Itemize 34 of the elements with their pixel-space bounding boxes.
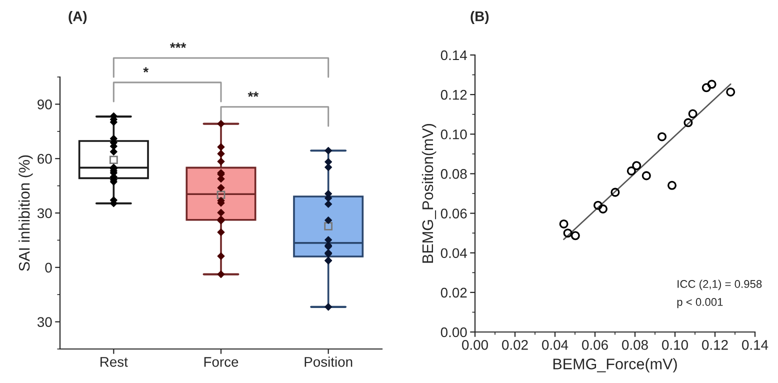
x-tick-label: Force [204, 357, 238, 367]
chart-title: (A) [68, 11, 87, 24]
x-tick-label: 0.08 [622, 340, 648, 350]
x-axis-title: BEMG_Force(mV) [553, 358, 677, 372]
y-tick-label: 0.00 [440, 327, 467, 338]
y-axis-title: BEMG_Position(mV) [422, 124, 436, 263]
y-tick-label: 0.14 [440, 50, 467, 60]
annotation: p < 0.001 [677, 298, 723, 308]
y-tick-label: 60 [38, 154, 52, 164]
annotation: ** [248, 92, 259, 97]
y-tick-label: 30 [37, 208, 52, 218]
y-tick-label: 0.12 [440, 90, 467, 100]
y-tick-label: 0 [45, 262, 52, 273]
x-tick-label: Rest [100, 357, 128, 367]
y-tick-label: 0.04 [440, 248, 467, 258]
y-tick-label: 0.06 [440, 208, 467, 218]
chart-title: (B) [470, 11, 489, 24]
x-tick-label: 0.12 [702, 340, 728, 350]
x-tick-label: Position [304, 356, 352, 367]
text: * [143, 67, 149, 72]
y-tick-label: 0.08 [440, 169, 467, 179]
x-tick-label: 0.14 [742, 340, 768, 350]
x-tick-label: 0.00 [462, 340, 488, 350]
y-tick-label: 30 [37, 317, 52, 327]
x-tick-label: 0.06 [582, 340, 608, 350]
y-tick-label: 0.10 [440, 129, 467, 140]
x-tick-label: 0.02 [502, 340, 528, 350]
y-tick-label: 0.02 [440, 288, 467, 298]
y-tick-label: 90 [38, 100, 52, 110]
x-tick-label: 0.04 [542, 340, 568, 350]
text: *** [170, 42, 186, 48]
x-tick-label: 0.10 [662, 340, 688, 350]
annotation: ICC (2,1) = 0.958 [678, 280, 762, 290]
y-axis-title: SAI inhibition (%) [18, 155, 33, 271]
